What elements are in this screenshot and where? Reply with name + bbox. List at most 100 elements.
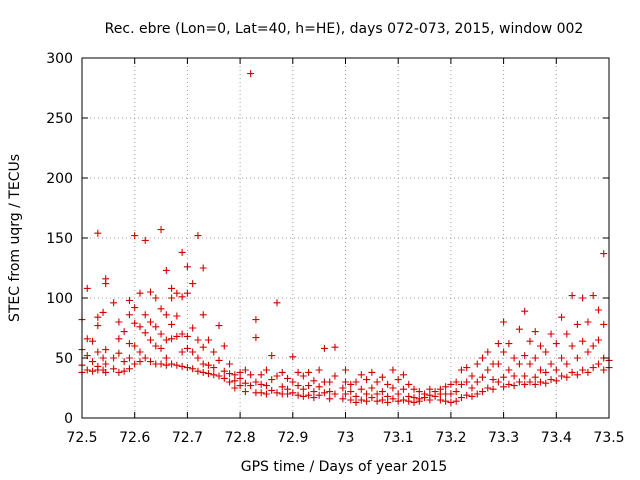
data-point [536,366,544,374]
data-point [141,354,149,362]
data-point [241,366,249,374]
y-tick-label: 0 [64,411,73,427]
data-point [299,385,307,393]
data-point [342,378,349,386]
data-point [426,385,434,393]
data-point [352,398,360,406]
y-tick-label: 200 [46,171,73,187]
data-point [573,371,581,379]
data-point [189,324,197,332]
data-point [600,250,608,258]
data-point [257,389,265,397]
data-point [579,337,587,345]
data-point [552,366,560,374]
data-point [473,390,481,398]
data-point [189,348,197,356]
data-point [484,384,492,392]
data-point [189,365,197,373]
data-point [157,344,165,352]
data-point [220,367,228,375]
data-point [120,367,128,375]
data-point [89,358,97,366]
data-point [357,371,365,379]
data-point [157,360,165,368]
data-point [526,378,534,386]
data-point [94,322,102,330]
data-point [584,368,592,376]
data-point [479,373,487,381]
data-point [241,379,249,387]
data-point [494,340,502,348]
data-point [231,384,239,392]
data-point [384,380,392,388]
data-point [310,394,318,402]
data-point [457,394,465,402]
data-point [173,361,181,369]
y-tick-label: 250 [46,111,73,127]
data-point [247,371,255,379]
data-point [168,284,176,292]
data-point [558,354,566,362]
data-point [204,370,212,378]
data-point [131,319,139,327]
data-point [136,358,144,366]
data-point [125,296,133,304]
data-point [236,382,244,390]
y-axis-label: STEC from uqrg / TECUs [7,154,23,322]
data-point [273,389,281,397]
data-point [289,389,297,397]
data-point [120,328,128,336]
data-point [220,342,228,350]
data-point [115,318,123,326]
data-point [226,360,234,368]
data-point [368,394,376,402]
data-point [199,360,207,368]
data-point [552,377,560,385]
data-point [584,318,592,326]
data-point [479,354,487,362]
data-point [299,372,307,380]
data-point [89,367,97,375]
data-point [394,390,402,398]
data-point [500,383,508,391]
data-point [125,311,133,319]
data-point [178,330,186,338]
data-point [468,392,476,400]
data-point [378,373,386,381]
data-point [102,280,110,288]
data-point [399,396,407,404]
data-point [568,292,576,300]
data-point [241,388,249,396]
data-point [405,397,413,405]
data-point [384,392,392,400]
data-point [178,348,186,356]
data-point [479,388,487,396]
data-point [447,380,455,388]
data-point [162,266,170,274]
data-point [568,368,576,376]
data-point [252,378,260,386]
data-point [147,288,155,296]
data-point [531,373,539,381]
data-point [173,312,181,320]
data-point [236,368,244,376]
data-point [431,392,439,400]
data-point [183,332,191,340]
y-tick-label: 50 [55,351,73,367]
data-point [563,360,571,368]
data-point [484,366,492,374]
data-point [421,394,429,402]
data-point [500,373,508,381]
data-point [463,378,471,386]
data-point [178,293,186,301]
data-point [294,368,302,376]
data-point [83,335,91,343]
data-point [347,380,355,388]
data-point [226,370,234,378]
data-point [384,398,392,406]
x-tick-label: 72.5 [66,430,97,446]
data-point [131,304,139,312]
data-point [563,330,571,338]
data-point [339,395,347,403]
data-point [339,384,347,392]
